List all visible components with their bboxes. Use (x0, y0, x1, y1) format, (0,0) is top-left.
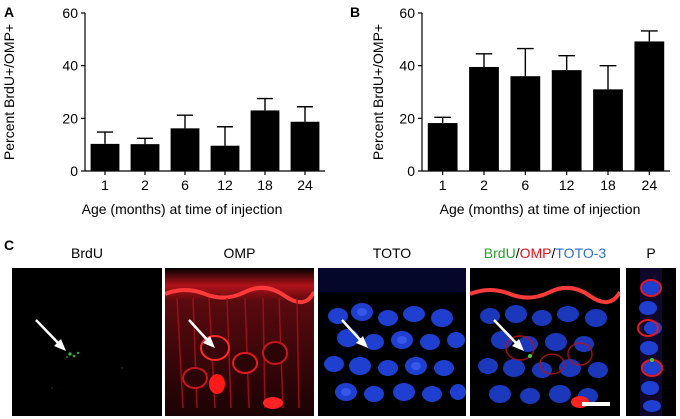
y-tick-label-b: 0 (407, 163, 415, 179)
x-tick-label-b: 1 (439, 177, 447, 193)
y-tick-label-a: 0 (70, 163, 78, 179)
x-tick-label-a: 1 (101, 177, 109, 193)
y-tick-label-b: 20 (399, 110, 415, 126)
bar-b-18 (593, 89, 623, 171)
brdu-label: BrdU (71, 245, 103, 261)
bar-b-2 (469, 66, 499, 171)
merge-label-omp: OMP (519, 245, 552, 261)
x-tick-label-b: 6 (521, 177, 529, 193)
merge-micrograph (470, 268, 620, 416)
x-tick-label-a: 24 (297, 177, 313, 193)
omp-micrograph (165, 268, 314, 416)
bar-chart-a: Percent BrdU+/OMP+ Age (months) at time … (1, 5, 325, 217)
merge-label-toto3: TOTO-3 (555, 245, 607, 261)
p-micrograph (626, 268, 676, 416)
bar-b-12 (551, 70, 582, 171)
merge-label-sep1: / (515, 245, 520, 261)
merge-label-brdu: BrdU (483, 245, 516, 261)
y-axis-label-b: Percent BrdU+/OMP+ (370, 24, 386, 160)
bar-b-1 (427, 123, 458, 171)
x-tick-label-b: 24 (642, 177, 658, 193)
arrow-icon (188, 319, 215, 348)
x-axis-label-a: Age (months) at time of injection (82, 201, 283, 217)
panel-letter-c: C (4, 237, 15, 253)
y-tick-label-a: 20 (62, 110, 78, 126)
bar-chart-b: Percent BrdU+/OMP+ Age (months) at time … (370, 5, 670, 217)
arrow-icon (35, 319, 66, 351)
scale-bar (582, 402, 610, 406)
bar-a-18 (250, 110, 280, 171)
bar-a-2 (130, 144, 160, 171)
bar-a-1 (90, 143, 120, 171)
x-tick-label-b: 2 (480, 177, 488, 193)
arrow-icon (341, 319, 368, 348)
x-tick-label-a: 12 (217, 177, 233, 193)
arrow-icon (493, 319, 524, 351)
bar-b-6 (510, 76, 541, 171)
x-tick-label-a: 2 (141, 177, 149, 193)
p-label: P (646, 245, 656, 261)
y-tick-label-a: 40 (62, 58, 78, 74)
bar-b-24 (634, 41, 665, 171)
y-tick-label-b: 60 (399, 5, 415, 21)
bar-a-6 (170, 128, 200, 171)
bar-a-12 (210, 145, 240, 171)
x-tick-label-a: 6 (181, 177, 189, 193)
merge-label-sep2: / (551, 245, 556, 261)
x-tick-label-b: 18 (600, 177, 616, 193)
toto-micrograph (318, 268, 466, 416)
x-axis-label-b: Age (months) at time of injection (440, 201, 641, 217)
bar-a-24 (290, 121, 320, 171)
brdu-micrograph (12, 268, 162, 416)
y-tick-label-a: 60 (62, 5, 78, 21)
x-tick-label-b: 12 (559, 177, 575, 193)
y-axis-label-a: Percent BrdU+/OMP+ (1, 24, 17, 160)
merge-label: BrdU/OMP/TOTO-3 (470, 245, 620, 261)
toto-label: TOTO (372, 245, 412, 261)
y-tick-label-b: 40 (399, 58, 415, 74)
panel-letter-b: B (350, 4, 361, 20)
panel-letter-a: A (4, 4, 15, 20)
x-tick-label-a: 18 (257, 177, 273, 193)
omp-label: OMP (223, 245, 256, 261)
